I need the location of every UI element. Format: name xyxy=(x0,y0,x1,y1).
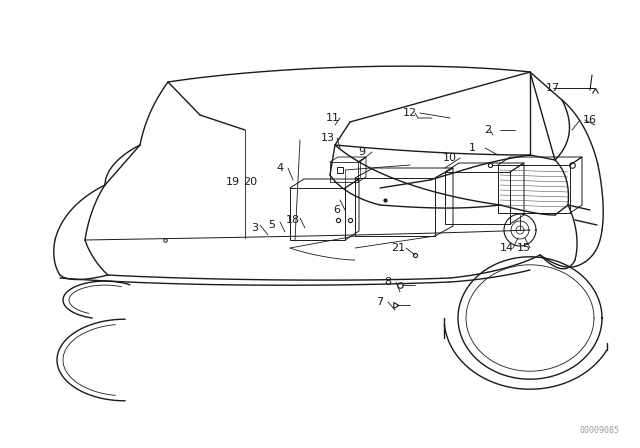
Text: 12: 12 xyxy=(403,108,417,118)
Text: 7: 7 xyxy=(376,297,383,307)
Text: 17: 17 xyxy=(546,83,560,93)
Text: 16: 16 xyxy=(583,115,597,125)
Text: 15: 15 xyxy=(517,243,531,253)
Text: 19: 19 xyxy=(226,177,240,187)
Text: 5: 5 xyxy=(269,220,275,230)
Text: 9: 9 xyxy=(358,147,365,157)
Text: 18: 18 xyxy=(286,215,300,225)
Text: 6: 6 xyxy=(333,205,340,215)
Text: 14: 14 xyxy=(500,243,514,253)
Text: 13: 13 xyxy=(321,133,335,143)
Text: 11: 11 xyxy=(326,113,340,123)
Text: 21: 21 xyxy=(391,243,405,253)
Text: 00009085: 00009085 xyxy=(580,426,620,435)
Text: 3: 3 xyxy=(252,223,259,233)
Text: 8: 8 xyxy=(385,277,392,287)
Text: 1: 1 xyxy=(468,143,476,153)
Text: 4: 4 xyxy=(276,163,284,173)
Text: 2: 2 xyxy=(484,125,492,135)
Text: 10: 10 xyxy=(443,153,457,163)
Text: 20: 20 xyxy=(243,177,257,187)
